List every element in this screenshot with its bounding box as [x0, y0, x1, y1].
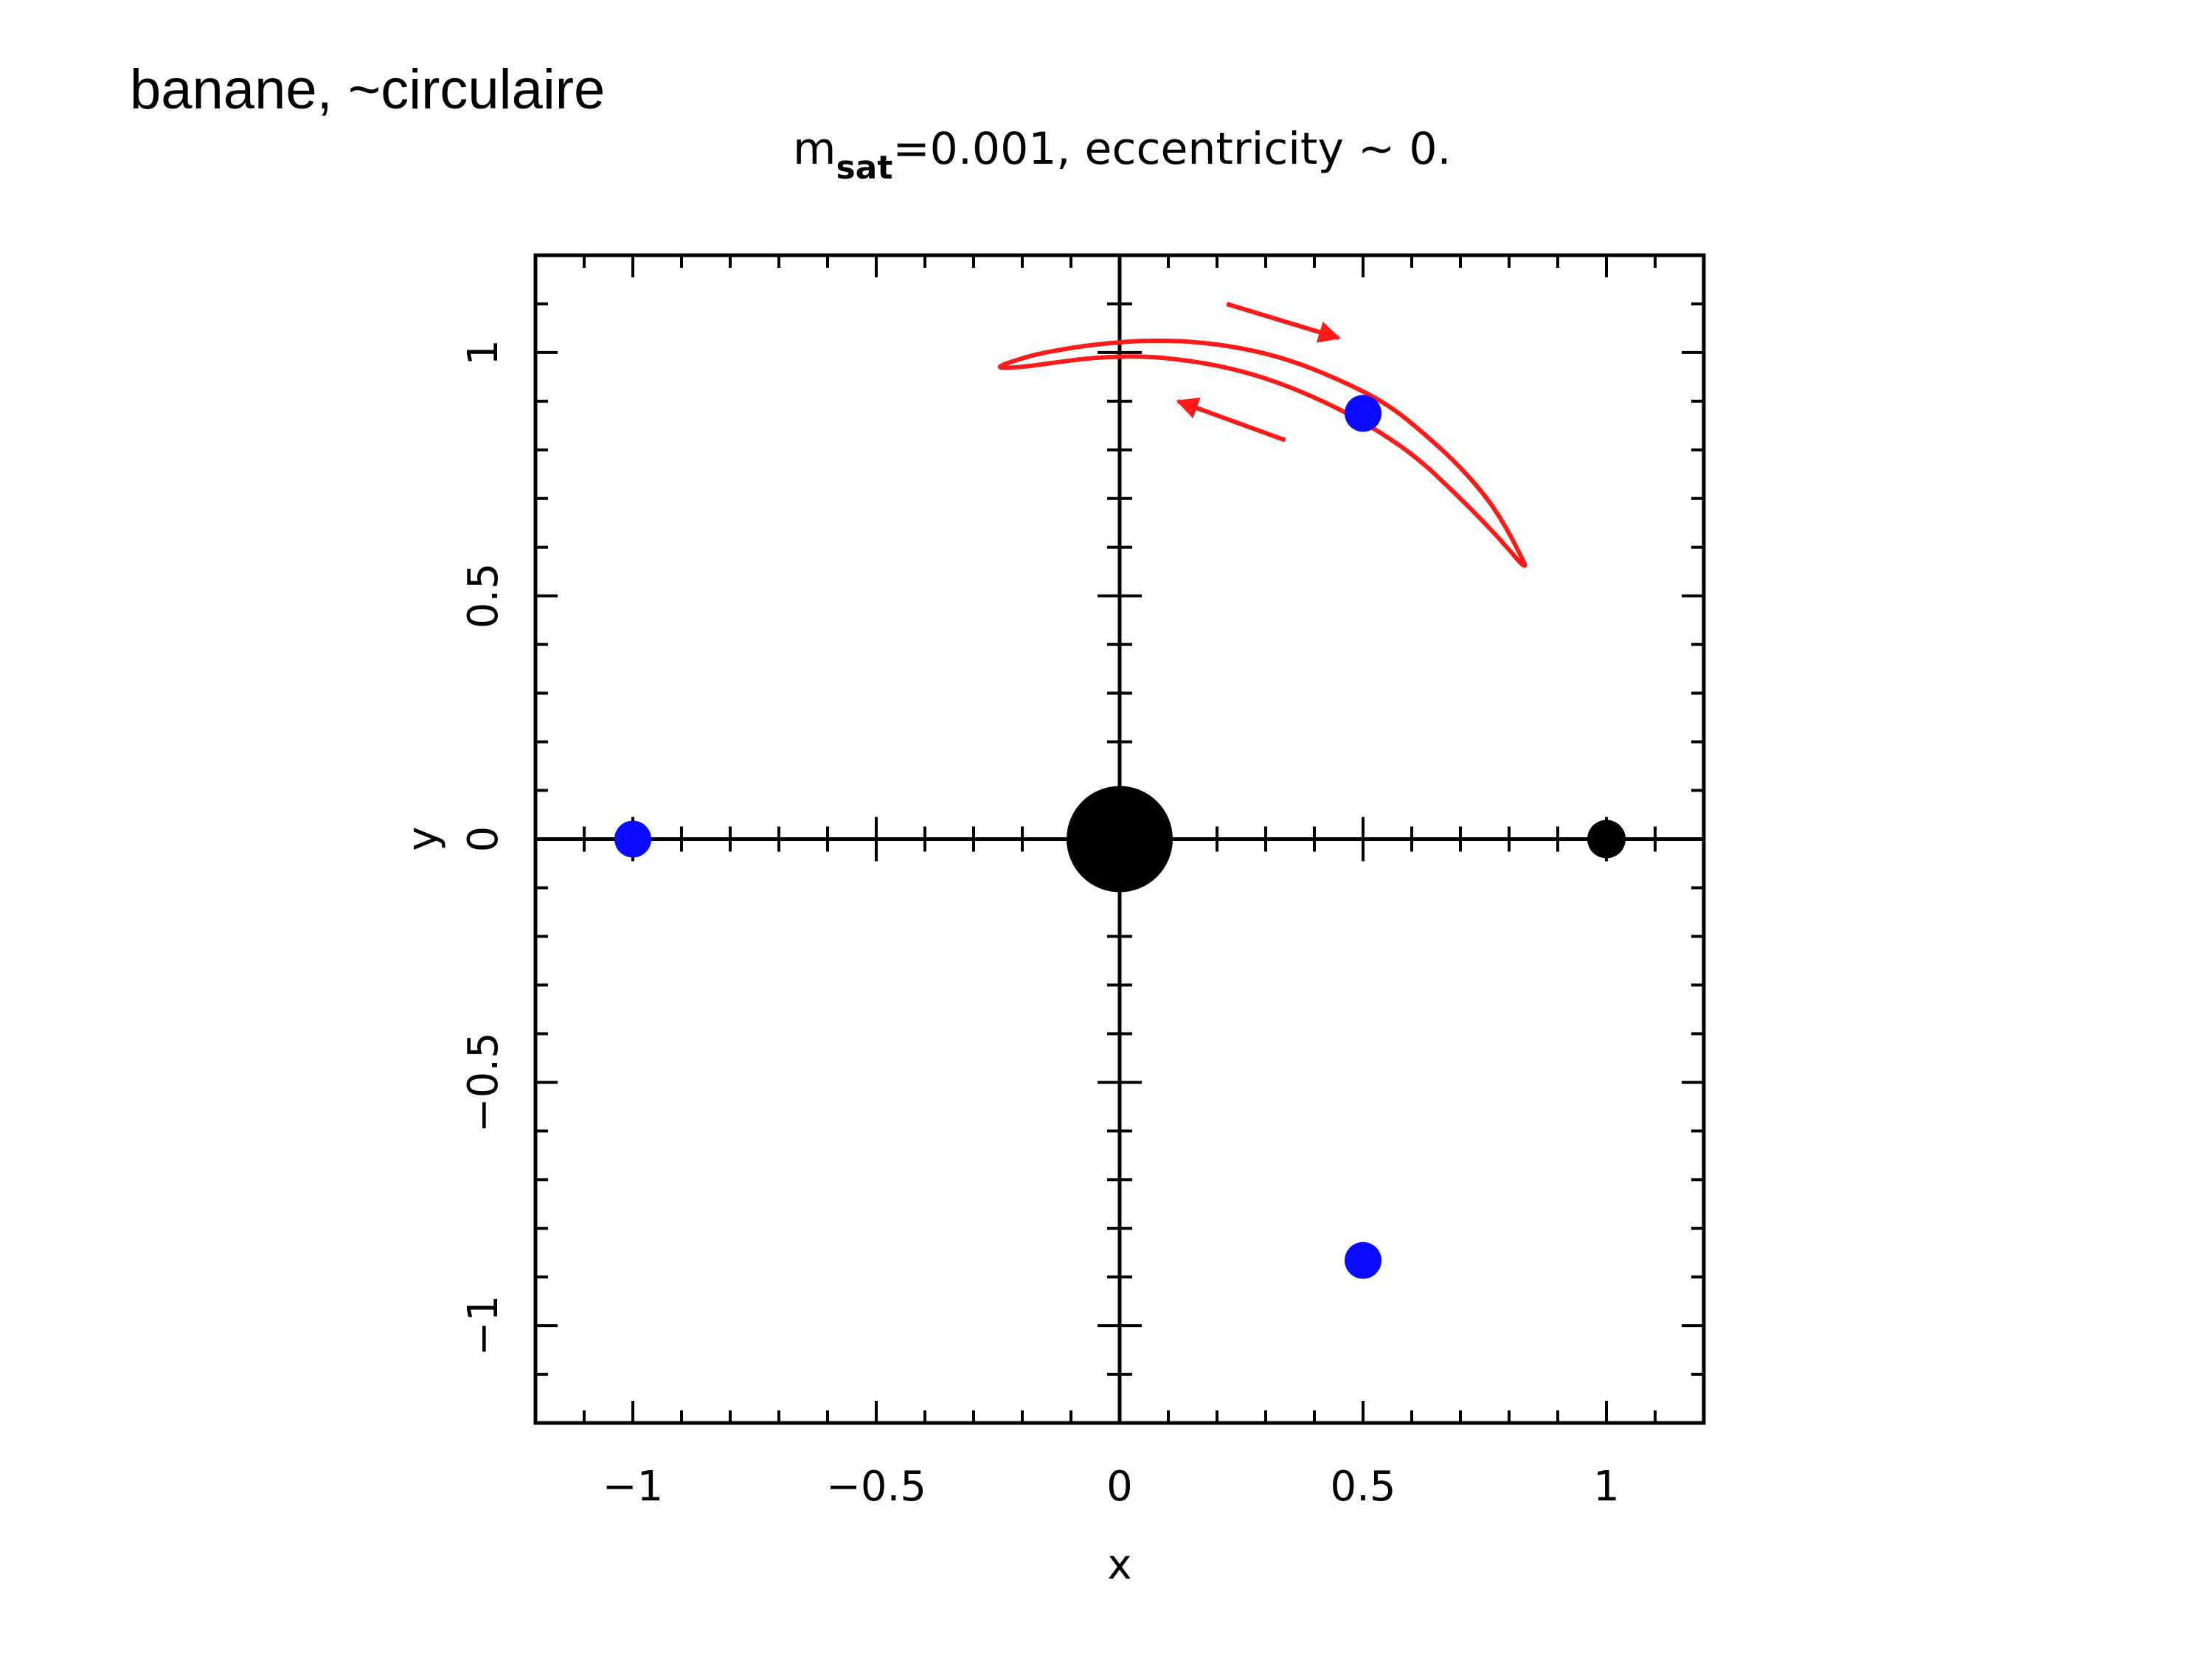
tick-labels: −1 −0.5 0 0.5 1 −1 −0.5 0 0.5 1 — [460, 339, 1620, 1511]
x-tick-label: 0 — [1106, 1463, 1133, 1511]
orbit-path — [997, 338, 1528, 568]
y-tick-label: 0.5 — [460, 563, 507, 628]
orbit-direction-arrow — [1226, 302, 1341, 343]
chart-title-subscript: sat — [836, 149, 892, 187]
lagrange-l5-point — [1345, 1241, 1381, 1279]
chart-title-mass: m — [793, 123, 836, 175]
central-body-point — [1067, 786, 1173, 893]
lagrange-l3-point — [614, 820, 651, 858]
chart-title: msat=0.001, eccentricity ~ 0. — [793, 123, 1452, 187]
lagrange-l4-point — [1345, 395, 1381, 432]
satellite-point — [1587, 820, 1626, 859]
slide-title: banane, ~circulaire — [130, 58, 606, 121]
y-tick-label: 0 — [460, 826, 507, 853]
y-tick-label: 1 — [460, 339, 507, 366]
x-tick-label: −0.5 — [826, 1463, 926, 1511]
x-axis-label: x — [1107, 1541, 1131, 1589]
y-tick-label: −1 — [460, 1295, 507, 1357]
points-layer — [614, 395, 1626, 1279]
x-tick-label: −1 — [603, 1463, 664, 1511]
x-tick-label: 0.5 — [1330, 1463, 1395, 1511]
y-tick-label: −0.5 — [460, 1032, 507, 1132]
orbit-direction-arrow — [1176, 397, 1286, 443]
chart-title-rest: =0.001, eccentricity ~ 0. — [892, 123, 1451, 175]
orbit-layer — [997, 302, 1528, 568]
x-tick-label: 1 — [1593, 1463, 1620, 1511]
y-axis-label: y — [399, 826, 447, 851]
